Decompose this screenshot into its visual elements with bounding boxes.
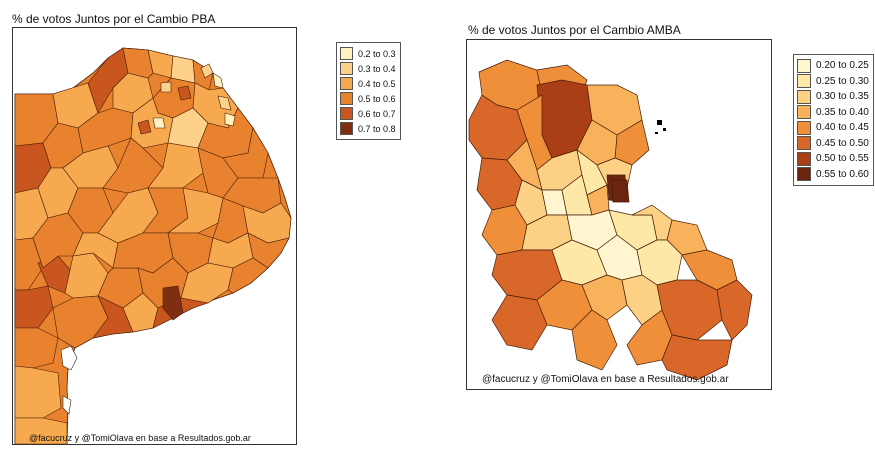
legend-label: 0.5 to 0.6 xyxy=(358,93,396,104)
legend-label: 0.45 to 0.50 xyxy=(816,137,869,149)
island xyxy=(663,128,666,131)
district xyxy=(14,417,68,444)
district xyxy=(162,285,184,321)
amba-credit: @facucruz y @TomiOlava en base a Resulta… xyxy=(482,374,729,385)
legend-swatch xyxy=(340,107,353,120)
legend-item: 0.5 to 0.6 xyxy=(340,91,396,106)
district xyxy=(52,295,109,349)
district xyxy=(571,309,618,371)
legend-swatch xyxy=(797,58,811,73)
district xyxy=(217,95,232,111)
legend-swatch xyxy=(797,136,811,151)
district xyxy=(14,237,44,291)
pba-choropleth xyxy=(14,47,292,444)
island xyxy=(655,132,658,134)
district xyxy=(152,117,166,129)
legend-item: 0.45 to 0.50 xyxy=(797,136,869,152)
legend-swatch xyxy=(797,89,811,104)
legend-label: 0.3 to 0.4 xyxy=(358,63,396,74)
district xyxy=(611,179,630,203)
legend-label: 0.50 to 0.55 xyxy=(816,153,869,165)
legend-swatch xyxy=(797,167,811,182)
legend-swatch xyxy=(340,92,353,105)
legend-swatch xyxy=(797,120,811,135)
legend-item: 0.50 to 0.55 xyxy=(797,151,869,167)
legend-item: 0.40 to 0.45 xyxy=(797,120,869,136)
legend-swatch xyxy=(797,151,811,166)
district xyxy=(122,47,154,79)
district xyxy=(160,81,172,93)
amba-map-title: % de votos Juntos por el Cambio AMBA xyxy=(468,23,681,37)
legend-label: 0.2 to 0.3 xyxy=(358,48,396,59)
legend-item: 0.55 to 0.60 xyxy=(797,167,869,183)
legend-item: 0.3 to 0.4 xyxy=(340,61,396,76)
legend-label: 0.20 to 0.25 xyxy=(816,60,869,72)
legend-item: 0.7 to 0.8 xyxy=(340,121,396,136)
legend-label: 0.6 to 0.7 xyxy=(358,108,396,119)
district xyxy=(77,107,134,154)
district xyxy=(14,365,62,419)
legend-label: 0.4 to 0.5 xyxy=(358,78,396,89)
legend-swatch xyxy=(340,122,353,135)
pba-legend: 0.2 to 0.3 0.3 to 0.4 0.4 to 0.5 0.5 to … xyxy=(336,42,401,140)
amba-legend: 0.20 to 0.25 0.25 to 0.30 0.30 to 0.35 0… xyxy=(793,54,874,186)
legend-item: 0.6 to 0.7 xyxy=(340,106,396,121)
district xyxy=(212,72,224,89)
coast-inlet xyxy=(60,345,78,371)
island xyxy=(657,120,662,125)
legend-label: 0.7 to 0.8 xyxy=(358,123,396,134)
district xyxy=(224,112,236,127)
pba-map-frame xyxy=(12,27,297,445)
amba-choropleth xyxy=(468,59,753,381)
legend-item: 0.35 to 0.40 xyxy=(797,105,869,121)
legend-swatch xyxy=(797,74,811,89)
legend-label: 0.25 to 0.30 xyxy=(816,75,869,87)
district xyxy=(716,279,753,341)
legend-swatch xyxy=(340,47,353,60)
legend-item: 0.4 to 0.5 xyxy=(340,76,396,91)
district xyxy=(137,119,152,135)
pba-credit: @facucruz y @TomiOlava en base a Resulta… xyxy=(29,433,251,443)
legend-item: 0.20 to 0.25 xyxy=(797,58,869,74)
legend-item: 0.2 to 0.3 xyxy=(340,46,396,61)
legend-label: 0.35 to 0.40 xyxy=(816,106,869,118)
legend-label: 0.55 to 0.60 xyxy=(816,168,869,180)
coast-inlet xyxy=(62,395,72,415)
legend-label: 0.40 to 0.45 xyxy=(816,122,869,134)
legend-swatch xyxy=(340,77,353,90)
legend-item: 0.25 to 0.30 xyxy=(797,74,869,90)
district xyxy=(177,85,192,101)
legend-label: 0.30 to 0.35 xyxy=(816,91,869,103)
legend-swatch xyxy=(340,62,353,75)
legend-swatch xyxy=(797,105,811,120)
district xyxy=(661,334,733,381)
amba-map-frame xyxy=(466,39,772,390)
legend-item: 0.30 to 0.35 xyxy=(797,89,869,105)
pba-map-title: % de votos Juntos por el Cambio PBA xyxy=(12,12,216,26)
district xyxy=(227,257,269,294)
